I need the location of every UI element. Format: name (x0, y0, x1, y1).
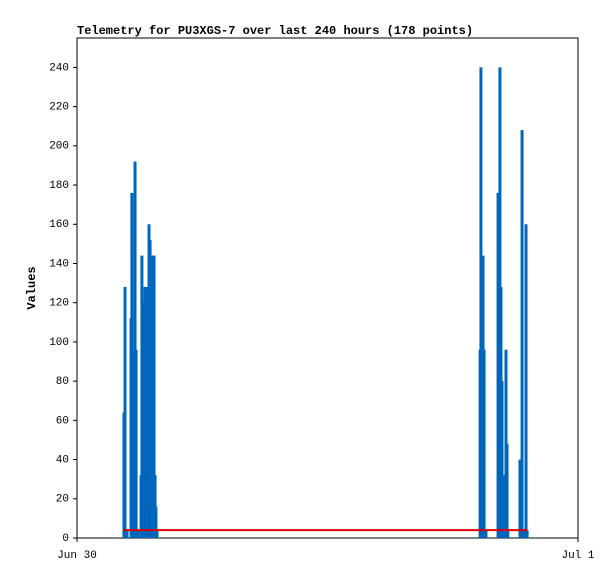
y-tick-label: 180 (49, 180, 69, 192)
x-tick-label: Jun 30 (57, 550, 97, 562)
y-tick-label: 240 (49, 62, 69, 74)
y-tick-label: 200 (49, 141, 69, 153)
y-tick-label: 100 (49, 337, 69, 349)
plot-frame (76, 37, 579, 539)
y-tick-label: 160 (49, 219, 69, 231)
y-tick-label: 20 (56, 494, 69, 506)
x-tick-label: Jul 1 (561, 550, 594, 562)
y-axis-label: Values (25, 266, 39, 309)
y-tick-label: 0 (62, 533, 69, 545)
y-tick-label: 220 (49, 102, 69, 114)
y-tick-label: 60 (56, 415, 69, 427)
y-tick-label: 40 (56, 454, 69, 466)
y-tick-label: 140 (49, 258, 69, 270)
chart-title: Telemetry for PU3XGS-7 over last 240 hou… (77, 24, 473, 38)
y-tick-label: 80 (56, 376, 69, 388)
y-tick-label: 120 (49, 298, 69, 310)
